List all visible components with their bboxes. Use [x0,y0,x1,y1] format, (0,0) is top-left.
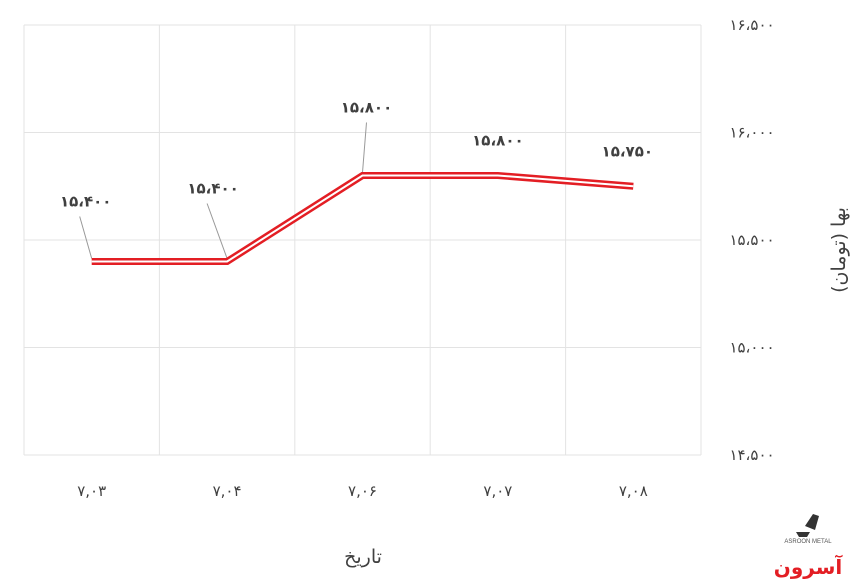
data-label: ۱۵،۸۰۰ [472,132,523,150]
grid [23,24,702,456]
leader-line [79,216,93,259]
y-tick-label: ۱۶،۰۰۰ [729,124,774,142]
data-labels: ۱۵،۴۰۰ ۱۵،۴۰۰ ۱۵،۸۰۰ ۱۵،۸۰۰ ۱۵،۷۵۰ [60,99,653,211]
logo-text-en: ASROON METAL [784,539,832,545]
series [91,172,634,265]
leader-line [362,122,367,173]
leader-lines [79,122,367,259]
x-axis-title: تاریخ [344,546,382,568]
y-axis-title: بها (تومان) [828,207,850,293]
y-tick-label: ۱۵،۵۰۰ [729,231,774,249]
logo: ASROON METAL آسرون [774,514,844,579]
data-label: ۱۵،۷۵۰ [602,142,653,160]
y-tick-label: ۱۵،۰۰۰ [729,339,774,357]
x-tick-label: ۷,۰۶ [348,482,377,500]
leader-line [206,203,228,259]
data-label: ۱۵،۴۰۰ [187,180,238,198]
series-line-inner [91,174,634,263]
x-tick-label: ۷,۰۴ [213,482,242,500]
x-tick-label: ۷,۰۷ [483,482,512,500]
y-tick-label: ۱۶،۵۰۰ [729,16,774,34]
x-tick-label: ۷,۰۳ [77,482,106,500]
logo-figure-icon [796,514,819,537]
x-tick-label: ۷,۰۸ [619,482,648,500]
logo-text-fa: آسرون [774,554,844,579]
y-tick-label: ۱۴،۵۰۰ [729,446,774,464]
series-line [91,172,634,265]
data-label: ۱۵،۴۰۰ [60,193,111,211]
data-label: ۱۵،۸۰۰ [341,99,392,117]
y-axis-ticks: ۱۴،۵۰۰ ۱۵،۰۰۰ ۱۵،۵۰۰ ۱۶،۰۰۰ ۱۶،۵۰۰ [729,16,774,464]
x-axis-ticks: ۷,۰۳ ۷,۰۴ ۷,۰۶ ۷,۰۷ ۷,۰۸ [77,482,648,500]
